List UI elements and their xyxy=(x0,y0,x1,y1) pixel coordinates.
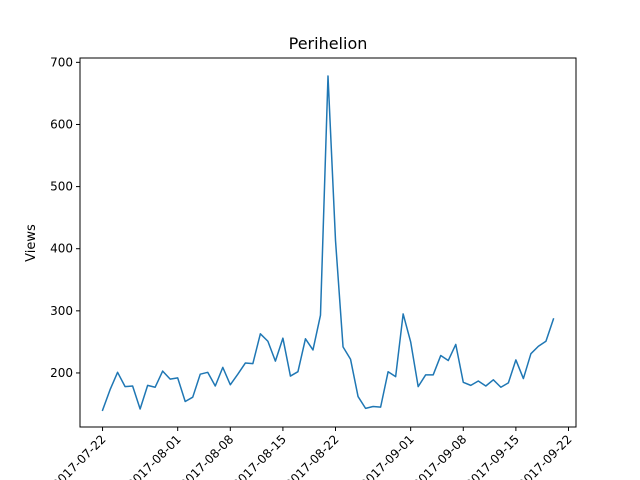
y-tick-label: 200 xyxy=(50,366,73,380)
x-axis: 2017-07-22 2017-08-012017-08-082017-08-15… xyxy=(49,427,575,480)
x-tick-label: 2017-08-08 xyxy=(177,432,236,480)
views-series-line xyxy=(101,75,555,412)
y-tick-label: 500 xyxy=(50,180,73,194)
x-tick-label: 2017-09-22 xyxy=(515,432,574,480)
y-axis-label: Views xyxy=(24,224,39,262)
x-tick-label: 2017-08-01 xyxy=(125,432,184,480)
x-tick-label: 2017-08-15 xyxy=(230,432,289,480)
x-tick-label: 2017-09-15 xyxy=(463,432,522,480)
y-tick-label: 300 xyxy=(50,304,73,318)
y-axis: 200 300 400 500 600 700 xyxy=(50,55,80,380)
x-tick-label: 2017-07-22 xyxy=(49,432,108,480)
chart-title: Perihelion xyxy=(289,34,368,53)
y-tick-label: 400 xyxy=(50,242,73,256)
x-tick-label: 2017-09-01 xyxy=(358,432,417,480)
y-tick-label: 600 xyxy=(50,117,73,131)
x-tick-label: 2017-08-22 xyxy=(282,432,341,480)
y-tick-label: 700 xyxy=(50,55,73,69)
x-tick-label: 2017-09-08 xyxy=(410,432,469,480)
series-layer xyxy=(101,75,555,412)
plot-frame xyxy=(79,57,577,428)
